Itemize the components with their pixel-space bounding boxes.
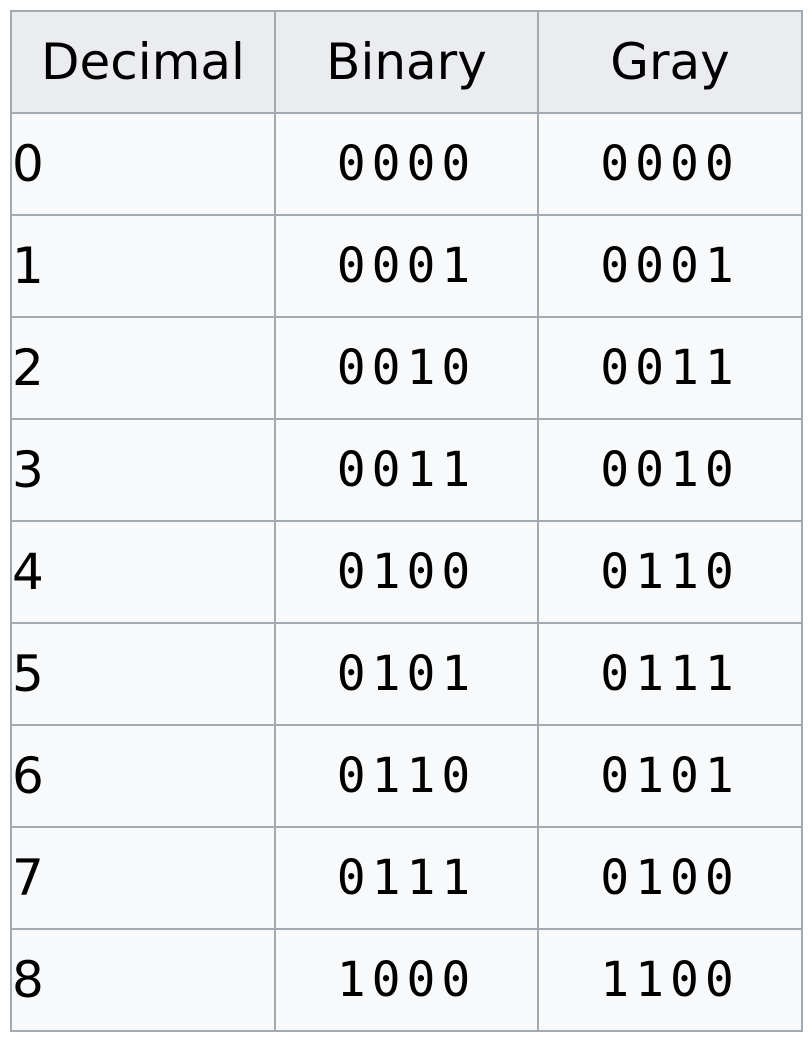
decimal-cell: 1 (10, 214, 276, 318)
gray-cell: 0110 (537, 520, 803, 624)
gray-code-table-container: Decimal Binary Gray 0 0000 0000 1 0001 0… (10, 10, 803, 1032)
decimal-cell: 4 (10, 520, 276, 624)
decimal-cell: 6 (10, 724, 276, 828)
gray-cell: 1100 (537, 928, 803, 1032)
gray-cell: 0101 (537, 724, 803, 828)
binary-cell: 0110 (274, 724, 539, 828)
gray-cell: 0011 (537, 316, 803, 420)
table-row: 2 0010 0011 (10, 316, 803, 420)
table-body: 0 0000 0000 1 0001 0001 2 0010 0011 3 00… (10, 112, 803, 1032)
binary-cell: 0100 (274, 520, 539, 624)
gray-code-table: Decimal Binary Gray 0 0000 0000 1 0001 0… (10, 10, 803, 1032)
gray-cell: 0100 (537, 826, 803, 930)
table-row: 3 0011 0010 (10, 418, 803, 522)
table-row: 5 0101 0111 (10, 622, 803, 726)
table-row: 1 0001 0001 (10, 214, 803, 318)
table-row: 8 1000 1100 (10, 928, 803, 1032)
table-row: 7 0111 0100 (10, 826, 803, 930)
table-header: Decimal Binary Gray (10, 10, 803, 114)
decimal-cell: 0 (10, 112, 276, 216)
table-row: 6 0110 0101 (10, 724, 803, 828)
header-row: Decimal Binary Gray (10, 10, 803, 114)
decimal-cell: 7 (10, 826, 276, 930)
binary-cell: 0010 (274, 316, 539, 420)
decimal-cell: 3 (10, 418, 276, 522)
decimal-cell: 5 (10, 622, 276, 726)
header-decimal: Decimal (10, 10, 276, 114)
decimal-cell: 8 (10, 928, 276, 1032)
binary-cell: 0011 (274, 418, 539, 522)
header-gray: Gray (537, 10, 803, 114)
binary-cell: 0111 (274, 826, 539, 930)
gray-cell: 0000 (537, 112, 803, 216)
binary-cell: 0101 (274, 622, 539, 726)
binary-cell: 1000 (274, 928, 539, 1032)
binary-cell: 0001 (274, 214, 539, 318)
binary-cell: 0000 (274, 112, 539, 216)
table-row: 4 0100 0110 (10, 520, 803, 624)
table-row: 0 0000 0000 (10, 112, 803, 216)
gray-cell: 0111 (537, 622, 803, 726)
header-binary: Binary (274, 10, 539, 114)
gray-cell: 0010 (537, 418, 803, 522)
decimal-cell: 2 (10, 316, 276, 420)
gray-cell: 0001 (537, 214, 803, 318)
